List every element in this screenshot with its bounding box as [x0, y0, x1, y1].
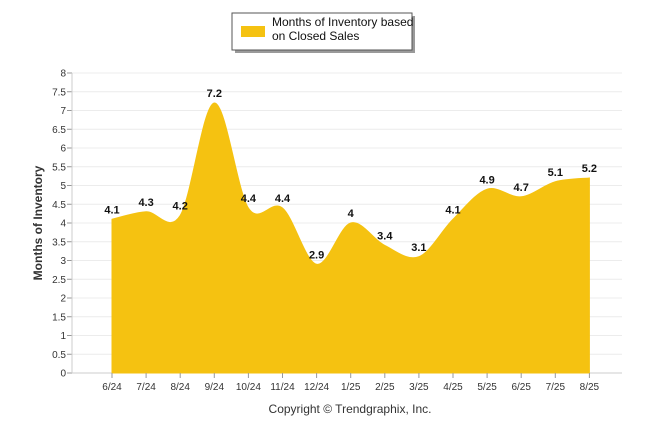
data-label: 4.2 — [173, 201, 188, 213]
x-tick-label: 11/24 — [270, 382, 295, 393]
x-tick-label: 6/25 — [511, 382, 531, 393]
data-label: 4.7 — [514, 182, 529, 194]
data-label: 4.4 — [275, 193, 291, 205]
x-tick-label: 7/25 — [546, 382, 566, 393]
x-tick-label: 4/25 — [443, 382, 463, 393]
x-tick-label: 6/24 — [102, 382, 122, 393]
x-tick-label: 1/25 — [341, 382, 361, 393]
y-tick-label: 4.5 — [52, 200, 66, 211]
x-axis-ticks: 6/24 7/24 8/24 9/24 10/24 11/24 12/24 1/25 2/25 3… — [102, 373, 600, 393]
y-tick-label: 2.5 — [52, 275, 66, 286]
y-tick-label: 3.5 — [52, 237, 66, 248]
legend-label-line1: Months of Inventory based — [272, 15, 413, 29]
y-axis-title: Months of Inventory — [31, 165, 45, 280]
y-tick-label: 7 — [60, 106, 66, 117]
data-label: 4 — [348, 208, 355, 220]
x-tick-label: 5/25 — [477, 382, 497, 393]
data-label: 5.1 — [548, 167, 563, 179]
y-tick-label: 5 — [60, 181, 66, 192]
y-tick-label: 5.5 — [52, 162, 66, 173]
data-label: 4.1 — [445, 204, 460, 216]
data-label: 4.3 — [138, 197, 153, 209]
x-tick-label: 10/24 — [236, 382, 261, 393]
y-tick-label: 6 — [60, 144, 66, 155]
legend-swatch — [241, 26, 265, 37]
x-tick-label: 2/25 — [375, 382, 395, 393]
data-series — [111, 102, 590, 374]
y-tick-label: 0.5 — [52, 350, 66, 361]
legend: Months of Inventory based on Closed Sale… — [231, 12, 415, 53]
x-tick-label: 8/25 — [580, 382, 600, 393]
y-tick-label: 0 — [60, 369, 66, 380]
data-label: 2.9 — [309, 249, 324, 261]
y-tick-label: 6.5 — [52, 125, 66, 136]
x-tick-label: 7/24 — [136, 382, 156, 393]
x-tick-label: 9/24 — [205, 382, 225, 393]
copyright-text: Copyright © Trendgraphix, Inc. — [269, 402, 432, 416]
data-label: 4.9 — [479, 174, 494, 186]
data-label: 3.4 — [377, 231, 393, 243]
data-label: 3.1 — [411, 242, 426, 254]
x-tick-label: 8/24 — [170, 382, 190, 393]
data-label: 5.2 — [582, 163, 597, 175]
y-tick-label: 1.5 — [52, 312, 66, 323]
y-tick-label: 2 — [60, 294, 66, 305]
x-tick-label: 3/25 — [409, 382, 429, 393]
y-tick-label: 1 — [60, 331, 66, 342]
data-label: 4.4 — [241, 193, 257, 205]
y-tick-label: 8 — [60, 69, 66, 80]
data-labels: 4.1 4.3 4.2 7.2 4.4 4.4 2.9 4 3.4 3.1 4.1 4.9 4.7 5.1… — [104, 88, 597, 261]
y-tick-label: 3 — [60, 256, 66, 267]
data-label: 7.2 — [207, 88, 222, 100]
y-tick-label: 7.5 — [52, 87, 66, 98]
x-tick-label: 12/24 — [304, 382, 329, 393]
legend-label-line2: on Closed Sales — [272, 29, 359, 43]
data-label: 4.1 — [104, 204, 119, 216]
y-tick-label: 4 — [60, 219, 66, 230]
area-series-fill — [111, 102, 590, 374]
